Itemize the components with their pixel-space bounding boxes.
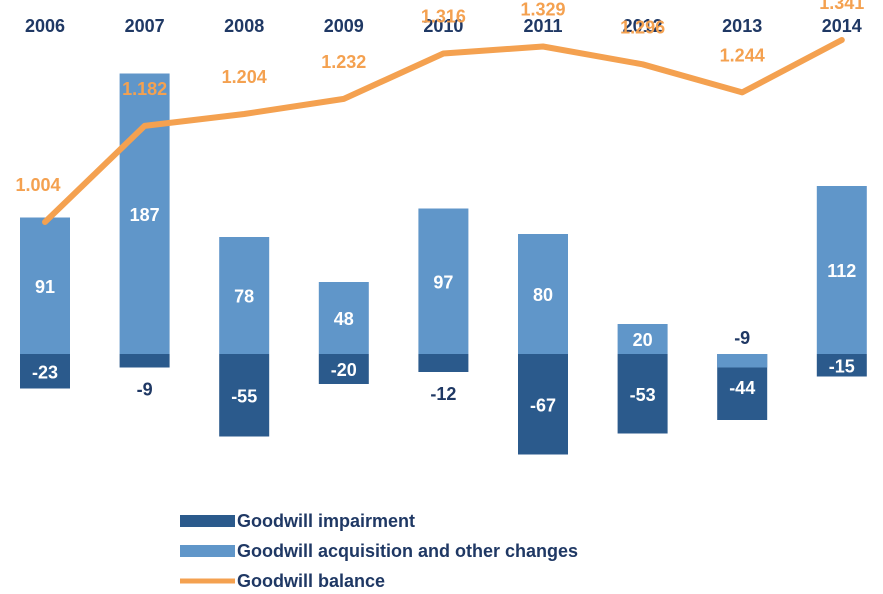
impairment-bar-2011 (518, 354, 568, 455)
category-label-2013: 2013 (722, 16, 762, 36)
acquisition-bar-2010 (418, 208, 469, 354)
acquisition-bar-2013 (717, 354, 768, 368)
acquisition-label-2012: 20 (633, 330, 653, 350)
category-label-2012: 2012 (623, 16, 663, 36)
balance-line (42, 37, 845, 225)
legend-label-balance: Goodwill balance (237, 571, 385, 591)
balance-label-2012: 1.296 (620, 17, 665, 37)
category-label-2009: 2009 (324, 16, 364, 36)
acquisition-label-2007: 187 (130, 205, 160, 225)
balance-label-2007: 1.182 (122, 79, 167, 99)
acquisition-bar-2007 (119, 73, 170, 354)
legend-swatch-impairment (180, 515, 235, 527)
impairment-label-2014: -15 (829, 356, 855, 376)
impairment-bar-2008 (219, 354, 270, 437)
impairment-bar-2012 (617, 354, 668, 434)
acquisition-bar-2012 (617, 324, 668, 354)
balance-label-2008: 1.204 (222, 67, 267, 87)
impairment-bar-2006 (20, 354, 70, 389)
acquisition-bar-2008 (219, 237, 270, 354)
category-label-2010: 2010 (423, 16, 463, 36)
balance-label-2011: 1.329 (520, 0, 565, 20)
balance-label-2006: 1.004 (15, 175, 60, 195)
impairment-label-2009: -20 (331, 360, 357, 380)
legend-swatch-acquisition (180, 545, 235, 557)
impairment-label-2012: -53 (630, 385, 656, 405)
acquisition-label-2006: 91 (35, 277, 55, 297)
acquisition-bar-2011 (518, 234, 568, 354)
acquisition-label-2010: 97 (433, 272, 453, 292)
category-label-2008: 2008 (224, 16, 264, 36)
impairment-bar-2010 (418, 354, 469, 372)
impairment-label-2011: -67 (530, 395, 556, 415)
impairment-label-2008: -55 (231, 386, 257, 406)
balance-label-2010: 1.316 (421, 7, 466, 27)
category-label-2007: 2007 (125, 16, 165, 36)
legend-label-impairment: Goodwill impairment (237, 511, 415, 531)
acquisition-label-2013: -9 (734, 328, 750, 348)
balance-label-2014: 1.341 (819, 0, 864, 13)
impairment-bar-2007 (119, 354, 170, 368)
acquisition-label-2014: 112 (827, 261, 856, 281)
acquisition-label-2009: 48 (334, 309, 354, 329)
category-label-2011: 2011 (523, 16, 562, 36)
category-label-2006: 2006 (25, 16, 65, 36)
category-label-2014: 2014 (822, 16, 862, 36)
legend-label-acquisition: Goodwill acquisition and other changes (237, 541, 578, 561)
acquisition-bar-2014 (816, 186, 867, 354)
impairment-bar-2014 (816, 354, 867, 377)
impairment-label-2006: -23 (32, 362, 58, 382)
impairment-label-2007: -9 (137, 380, 153, 400)
acquisition-label-2011: 80 (533, 285, 553, 305)
acquisition-label-2008: 78 (234, 287, 254, 307)
acquisition-bar-2006 (20, 217, 70, 354)
balance-label-2009: 1.232 (321, 52, 366, 72)
impairment-label-2013: -44 (729, 378, 755, 398)
impairment-bar-2009 (318, 354, 369, 384)
acquisition-bar-2009 (318, 282, 369, 354)
impairment-label-2010: -12 (430, 384, 456, 404)
balance-label-2013: 1.244 (720, 45, 765, 65)
